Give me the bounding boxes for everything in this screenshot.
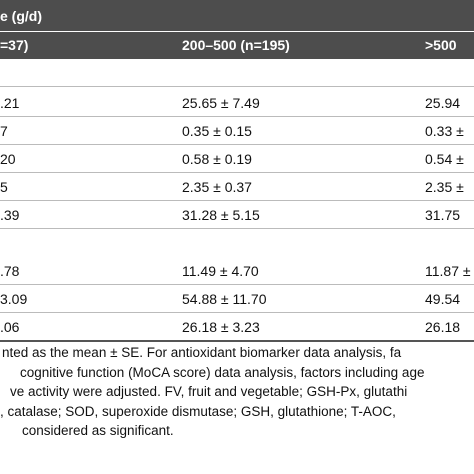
cell: 0.58 ± 0.19 xyxy=(182,151,252,167)
cell: 31.28 ± 5.15 xyxy=(182,207,260,223)
subheader-band xyxy=(0,32,474,59)
cell: 0.33 ± xyxy=(425,123,464,139)
cell: .39 xyxy=(0,207,20,223)
cell: 11.87 ± xyxy=(425,263,471,279)
cell: 3.09 xyxy=(0,291,28,307)
footnote-line: ve activity were adjusted. FV, fruit and… xyxy=(10,384,408,399)
rule xyxy=(0,86,474,87)
rule xyxy=(0,200,474,201)
cell: 49.54 xyxy=(425,291,461,307)
footnote-line: nted as the mean ± SE. For antioxidant b… xyxy=(2,345,402,360)
rule xyxy=(0,284,474,285)
rule xyxy=(0,312,474,313)
rule xyxy=(0,340,474,342)
subheader-cell: =37) xyxy=(0,37,29,53)
header-title: e (g/d) xyxy=(0,8,42,24)
cell: .78 xyxy=(0,263,20,279)
cell: 26.18 ± 3.23 xyxy=(182,319,260,335)
rule xyxy=(0,116,474,117)
cell: 2.35 ± 0.37 xyxy=(182,179,252,195)
rule xyxy=(0,228,474,229)
cell: 20 xyxy=(0,151,16,167)
subheader-cell: 200–500 (n=195) xyxy=(182,37,290,53)
cell: 26.18 xyxy=(425,319,461,335)
cell: 31.75 xyxy=(425,207,461,223)
footnote-line: cognitive function (MoCA score) data ana… xyxy=(20,364,425,380)
cell: .21 xyxy=(0,95,20,111)
rule xyxy=(0,172,474,173)
rule xyxy=(0,144,474,145)
footnote-line: , catalase; SOD, superoxide dismutase; G… xyxy=(0,403,396,419)
cell: 5 xyxy=(0,179,8,195)
cell: 7 xyxy=(0,123,8,139)
cell: 0.54 ± xyxy=(425,151,464,167)
cell: 11.49 ± 4.70 xyxy=(182,263,259,279)
cell: 25.65 ± 7.49 xyxy=(182,95,260,111)
subheader-cell: >500 xyxy=(425,37,457,53)
footnote-line: considered as significant. xyxy=(22,423,174,438)
cell: 0.35 ± 0.15 xyxy=(182,123,252,139)
cell: .06 xyxy=(0,319,20,335)
cell: 2.35 ± xyxy=(425,179,464,195)
cell: 25.94 xyxy=(425,95,461,111)
cell: 54.88 ± 11.70 xyxy=(182,291,267,307)
header-band xyxy=(0,0,474,31)
